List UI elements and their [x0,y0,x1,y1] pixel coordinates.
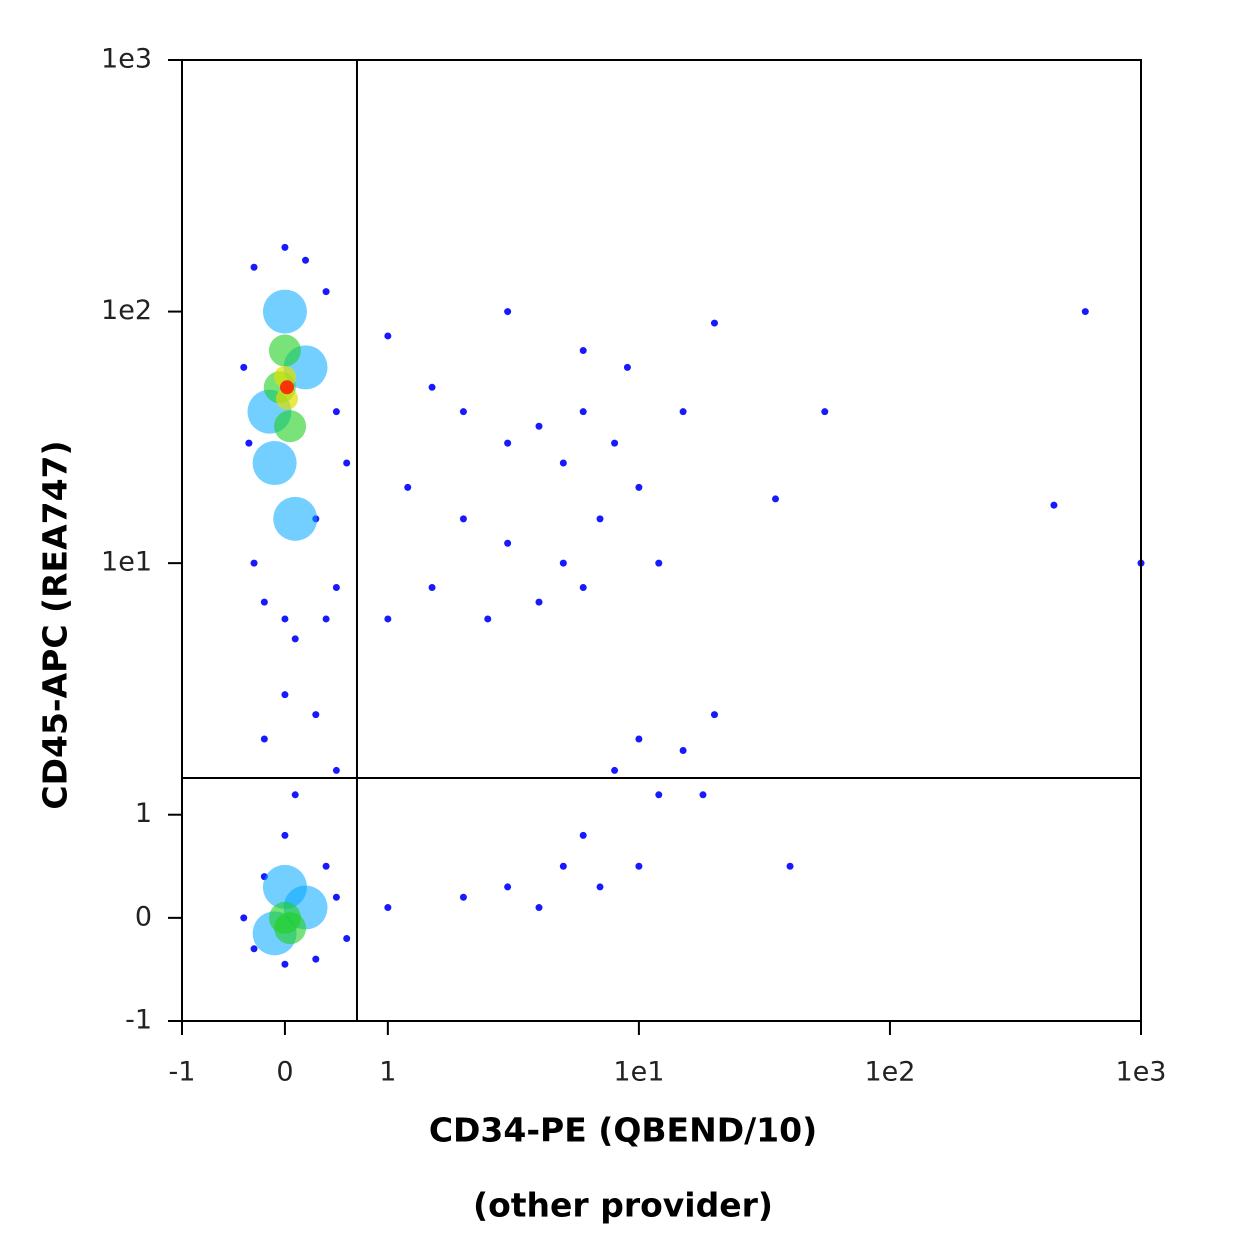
y-axis-title: CD45-APC (REA747) [36,440,75,809]
point [655,559,663,567]
point [559,559,567,567]
point [260,598,268,606]
y-tick-label: 1e3 [101,44,152,75]
x-tick-label: -1 [169,1057,196,1088]
point [504,439,512,447]
point [404,483,412,491]
point [291,791,299,799]
point [250,263,258,271]
point [771,495,779,503]
point [322,862,330,870]
point [655,791,663,799]
point [710,711,718,719]
point [459,515,467,523]
point [821,408,829,416]
point [611,766,619,774]
point [535,904,543,912]
point [459,408,467,416]
point [322,615,330,623]
x-axis-subtitle: (other provider) [473,1186,773,1225]
point [699,791,707,799]
point [268,334,301,367]
point [332,584,340,592]
point [535,598,543,606]
point [1050,501,1058,509]
point [281,831,289,839]
point [428,383,436,391]
point [504,308,512,316]
point [281,960,289,968]
y-tick-label: 1e1 [101,547,152,578]
point [302,256,310,264]
point [281,243,289,251]
point [384,904,392,912]
point [245,439,253,447]
point [635,735,643,743]
y-tick-label: 1e2 [101,295,152,326]
point [428,584,436,592]
point [343,459,351,467]
point [312,955,320,963]
point [260,735,268,743]
point [786,862,794,870]
point [635,862,643,870]
point [322,288,330,296]
point [559,862,567,870]
x-tick-label: 0 [276,1057,293,1088]
point [679,746,687,754]
point [484,615,492,623]
point [262,289,307,334]
point [504,883,512,891]
point [274,410,307,443]
point [596,883,604,891]
point [273,496,318,541]
point [579,347,587,355]
y-tick-label: 1 [135,798,152,829]
point [252,441,297,486]
point [623,363,631,371]
point [579,584,587,592]
point [250,559,258,567]
point [332,408,340,416]
point [679,408,687,416]
x-tick-label: 1 [379,1057,396,1088]
y-tick-label: 0 [135,901,152,932]
point [710,319,718,327]
x-tick-label: 1e2 [864,1057,915,1088]
point [281,615,289,623]
x-tick-label: 1e1 [613,1057,664,1088]
point [611,439,619,447]
point [291,635,299,643]
point [240,363,248,371]
point [635,483,643,491]
x-tick-label: 1e3 [1116,1057,1167,1088]
point [459,893,467,901]
point [504,539,512,547]
point [596,515,604,523]
point [274,912,307,945]
point [579,831,587,839]
point [275,387,298,410]
y-tick-label: -1 [125,1005,152,1036]
point-series [279,380,294,395]
point [240,914,248,922]
point [343,934,351,942]
point [312,711,320,719]
plot-frame [181,59,1142,1022]
point [579,408,587,416]
x-axis-title: CD34-PE (QBEND/10) [429,1111,817,1150]
point [559,459,567,467]
point [384,332,392,340]
point [332,893,340,901]
point [1081,308,1089,316]
point [250,945,258,953]
point-series [240,243,1145,968]
point [279,380,294,395]
point [384,615,392,623]
point [535,422,543,430]
point [332,766,340,774]
point [281,691,289,699]
